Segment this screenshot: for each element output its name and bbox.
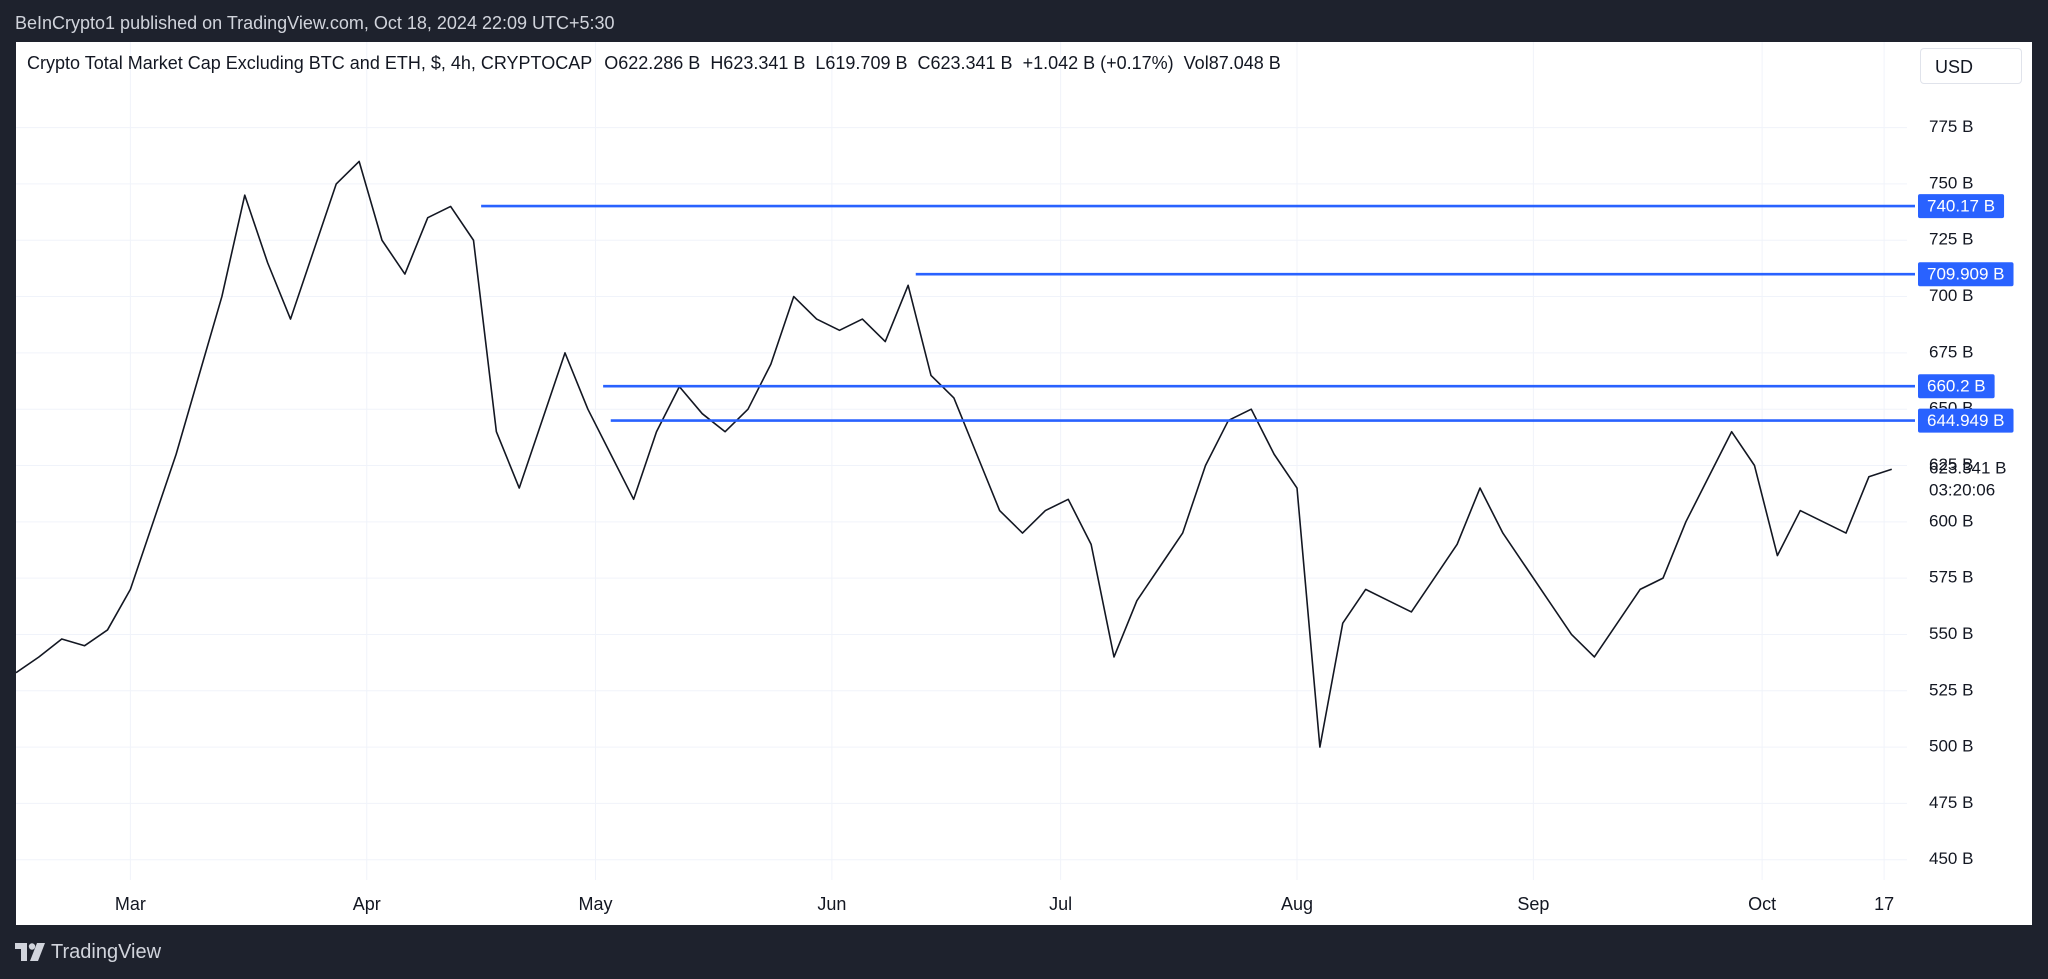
y-tick-label: 775 B xyxy=(1929,117,1973,136)
legend-value: H623.341 B xyxy=(710,53,805,73)
x-tick-label: 17 xyxy=(1874,894,1894,914)
plot xyxy=(16,160,1915,748)
y-tick-label: 675 B xyxy=(1929,342,1973,361)
level-label-box xyxy=(1918,374,1995,399)
level-label: 740.17 B xyxy=(1927,197,1995,216)
y-tick-label: 700 B xyxy=(1929,286,1973,305)
axis: 450 B 475 B 500 B 525 B 550 B 575 B 600 B 625 B… xyxy=(115,117,2014,914)
chart: 450 B 475 B 500 B 525 B 550 B 575 B 600 B 625 B… xyxy=(16,42,2032,925)
chart-title: Crypto Total Market Cap Excluding BTC an… xyxy=(27,53,592,73)
x-tick-label: Jul xyxy=(1049,894,1072,914)
x-tick-label: Apr xyxy=(353,894,381,914)
brand: TradingView xyxy=(51,940,162,963)
last-value-label: 623.341 B xyxy=(1929,459,2007,478)
y-tick-label: 750 B xyxy=(1929,173,1973,192)
legend-value: C623.341 B xyxy=(917,53,1012,73)
countdown: 03:20:06 xyxy=(1929,481,1995,500)
y-tick-label: 600 B xyxy=(1929,511,1973,530)
x-tick-label: Mar xyxy=(115,894,146,914)
legend: Crypto Total Market Cap Excluding BTC an… xyxy=(27,53,1281,73)
price-line xyxy=(16,160,1893,748)
x-tick-label: May xyxy=(578,894,612,914)
level-label-box xyxy=(1918,194,2005,219)
legend-value: Vol87.048 B xyxy=(1184,53,1281,73)
footer: TradingView xyxy=(0,925,2048,979)
legend-value: O622.286 B xyxy=(604,53,700,73)
currency-button[interactable]: USD xyxy=(1920,48,2022,84)
x-tick-label: Jun xyxy=(817,894,846,914)
grid xyxy=(16,42,1907,880)
y-tick-label: 475 B xyxy=(1929,793,1973,812)
y-tick-label: 725 B xyxy=(1929,230,1973,249)
x-tick-label: Sep xyxy=(1517,894,1549,914)
publish-info: BeInCrypto1 published on TradingView.com… xyxy=(15,13,615,33)
y-tick-label: 625 B xyxy=(1929,455,1973,474)
y-tick-label: 575 B xyxy=(1929,568,1973,587)
y-tick-label: 500 B xyxy=(1929,737,1973,756)
y-tick-label: 550 B xyxy=(1929,624,1973,643)
level-label-box xyxy=(1918,408,2014,433)
x-tick-label: Oct xyxy=(1748,894,1776,914)
level-label: 660.2 B xyxy=(1927,377,1986,396)
top-bar: BeInCrypto1 published on TradingView.com… xyxy=(0,0,2048,42)
y-tick-label: 525 B xyxy=(1929,680,1973,699)
brand-logo xyxy=(15,943,45,961)
y-tick-label: 450 B xyxy=(1929,849,1973,868)
x-tick-label: Aug xyxy=(1281,894,1313,914)
level-label: 644.949 B xyxy=(1927,411,2005,430)
legend-value: L619.709 B xyxy=(815,53,907,73)
level-label: 709.909 B xyxy=(1927,265,2005,284)
level-label-box xyxy=(1918,262,2014,287)
legend-value: +1.042 B (+0.17%) xyxy=(1023,53,1174,73)
